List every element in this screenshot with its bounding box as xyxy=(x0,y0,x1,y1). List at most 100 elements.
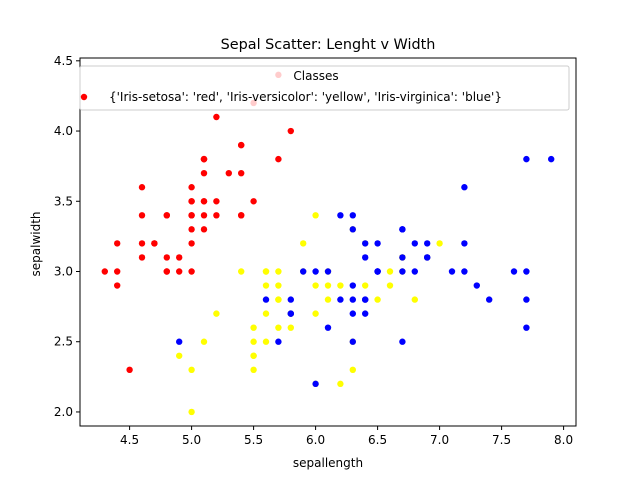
y-tick-label: 2.5 xyxy=(54,335,73,349)
data-point-1-44 xyxy=(275,268,282,275)
data-point-1-18 xyxy=(337,380,344,388)
data-point-1-33 xyxy=(238,268,245,275)
data-point-0-22 xyxy=(138,184,146,191)
data-point-0-32 xyxy=(213,113,220,121)
y-tick-label: 4.5 xyxy=(54,54,73,68)
data-point-0-35 xyxy=(250,198,257,205)
data-point-0-18 xyxy=(275,155,282,163)
data-point-1-36 xyxy=(349,366,356,374)
data-point-0-36 xyxy=(114,268,121,275)
data-point-1-45 xyxy=(275,282,282,289)
data-point-2-15 xyxy=(362,240,369,247)
data-point-1-28 xyxy=(275,324,282,331)
data-point-1-13 xyxy=(324,282,332,289)
data-point-2-23 xyxy=(349,310,356,317)
data-point-0-17 xyxy=(200,198,208,205)
data-point-0-47 xyxy=(188,226,195,233)
data-point-0-9 xyxy=(176,254,183,261)
data-point-0-14 xyxy=(287,127,294,135)
legend: Classes {'Iris-setosa': 'red', 'Iris-ver… xyxy=(79,65,570,111)
data-point-0-44 xyxy=(200,155,208,163)
data-point-2-26 xyxy=(337,296,344,303)
data-point-2-0 xyxy=(349,226,356,233)
data-point-1-38 xyxy=(250,338,257,345)
data-point-1-46 xyxy=(337,282,344,289)
y-tick-label: 3.0 xyxy=(54,264,73,278)
data-point-1-42 xyxy=(188,366,195,374)
data-point-0-29 xyxy=(151,240,158,247)
data-point-2-31 xyxy=(548,155,555,163)
data-point-2-45 xyxy=(399,268,406,275)
data-point-2-9 xyxy=(461,184,468,191)
data-point-1-27 xyxy=(312,282,319,289)
data-point-2-40 xyxy=(399,254,406,261)
data-point-1-0 xyxy=(436,240,443,247)
data-point-2-38 xyxy=(312,268,319,275)
data-point-2-42 xyxy=(287,310,294,317)
x-tick-label: 6.5 xyxy=(368,433,387,447)
data-point-2-17 xyxy=(523,155,530,163)
data-point-0-21 xyxy=(200,169,208,177)
data-point-2-43 xyxy=(411,240,418,247)
legend-title: Classes xyxy=(293,69,338,83)
data-point-0-40 xyxy=(114,240,121,247)
data-point-0-46 xyxy=(225,169,232,177)
data-point-1-8 xyxy=(386,282,394,289)
data-point-0-34 xyxy=(188,240,195,247)
data-point-2-2 xyxy=(448,268,456,275)
data-point-2-25 xyxy=(461,240,468,247)
data-point-2-5 xyxy=(510,268,518,275)
data-point-0-43 xyxy=(163,268,170,275)
data-point-2-19 xyxy=(312,380,319,388)
y-tick-label: 2.0 xyxy=(54,405,73,419)
data-point-1-9 xyxy=(213,310,220,317)
data-point-2-13 xyxy=(275,338,282,345)
data-point-0-31 xyxy=(238,212,245,219)
data-point-1-19 xyxy=(262,338,270,345)
x-tick-label: 7.5 xyxy=(492,433,511,447)
data-point-1-48 xyxy=(275,296,282,303)
data-point-1-24 xyxy=(386,268,394,275)
data-point-2-35 xyxy=(523,268,530,275)
data-point-2-8 xyxy=(399,338,406,345)
data-point-1-10 xyxy=(188,408,195,416)
y-axis-label: sepalwidth xyxy=(29,211,43,276)
data-point-2-48 xyxy=(337,212,344,219)
data-point-0-1 xyxy=(176,268,183,275)
data-point-2-32 xyxy=(362,296,369,303)
legend-box xyxy=(79,65,570,111)
y-axis-ticks: 2.0 2.5 3.0 3.5 4.0 4.5 xyxy=(54,54,80,419)
data-point-0-28 xyxy=(213,212,220,219)
data-point-0-8 xyxy=(114,282,121,289)
data-point-1-21 xyxy=(324,296,332,303)
data-point-0-39 xyxy=(126,366,133,374)
legend-entry-label: {'Iris-setosa': 'red', 'Iris-versicolor'… xyxy=(109,90,502,104)
data-point-2-20 xyxy=(424,240,431,247)
data-point-0-10 xyxy=(238,169,245,177)
data-point-0-41 xyxy=(188,198,195,205)
data-point-2-3 xyxy=(349,282,356,289)
data-point-2-18 xyxy=(523,324,530,331)
data-point-2-29 xyxy=(461,268,468,275)
x-tick-label: 6.0 xyxy=(306,433,325,447)
data-point-1-47 xyxy=(200,338,208,345)
data-point-2-6 xyxy=(176,338,183,345)
data-point-0-3 xyxy=(138,254,146,261)
data-point-0-25 xyxy=(188,268,195,275)
data-point-1-14 xyxy=(262,282,270,289)
data-point-1-4 xyxy=(374,296,381,303)
x-axis-label: sepallength xyxy=(293,456,363,470)
data-point-1-3 xyxy=(250,366,257,374)
x-tick-label: 7.0 xyxy=(430,433,449,447)
data-point-1-39 xyxy=(250,324,257,331)
y-tick-label: 3.5 xyxy=(54,194,73,208)
data-point-2-14 xyxy=(287,296,294,303)
data-point-0-24 xyxy=(163,212,170,219)
data-point-2-41 xyxy=(424,254,431,261)
x-tick-label: 4.5 xyxy=(120,433,139,447)
x-tick-label: 8.0 xyxy=(554,433,573,447)
data-point-2-34 xyxy=(324,324,332,331)
data-point-0-13 xyxy=(101,268,109,275)
data-point-1-32 xyxy=(312,310,319,317)
data-point-1-23 xyxy=(362,282,369,289)
